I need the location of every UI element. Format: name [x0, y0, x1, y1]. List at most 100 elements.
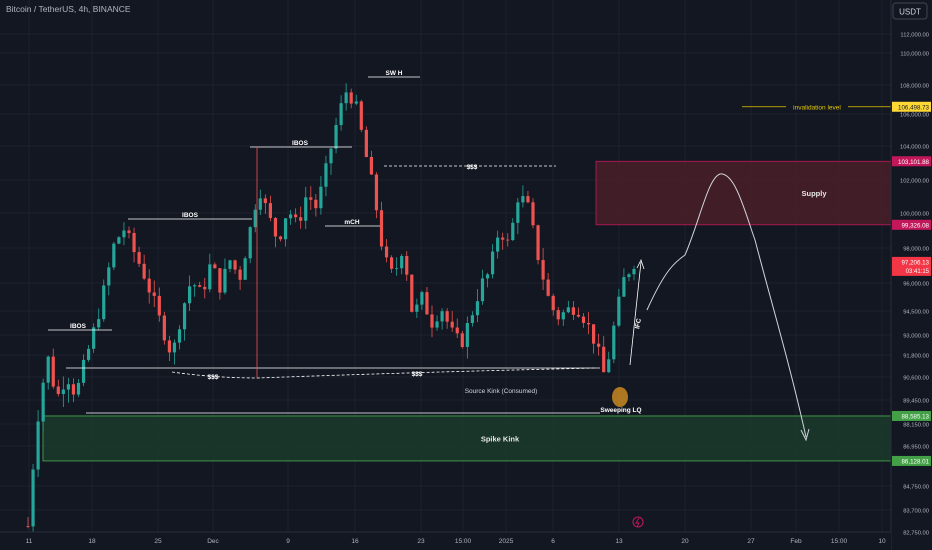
- candle-body: [304, 197, 308, 221]
- demand-zone: [42, 415, 892, 462]
- candle-body: [511, 222, 515, 241]
- candle-body: [586, 322, 591, 325]
- candle-body: [289, 214, 293, 219]
- price-badge-invalidation: [892, 101, 931, 112]
- candle-body: [263, 198, 267, 204]
- projection-arrowhead: [800, 428, 810, 442]
- candle-body: [56, 386, 60, 395]
- time-tick-label: 6: [551, 538, 555, 545]
- candle-body: [273, 217, 278, 237]
- candle-body: [314, 199, 318, 209]
- time-tick-label: 27: [747, 538, 755, 545]
- candle-body: [475, 301, 480, 316]
- liquidity-bottom-curve: [171, 367, 597, 379]
- price-badge-label: 86,128.01: [901, 458, 929, 465]
- zones: Supply Spike Kink: [42, 160, 892, 462]
- time-tick-label: 23: [417, 538, 425, 545]
- candle-body: [167, 340, 171, 353]
- time-tick-label: 18: [88, 538, 96, 545]
- price-tick-label: 83,700.00: [903, 509, 929, 515]
- candle-body: [622, 277, 626, 297]
- mch-label: mCH: [344, 219, 359, 226]
- time-tick-label: Dec: [207, 538, 219, 545]
- price-tick-label: 102,000.00: [900, 179, 929, 185]
- time-tick-label: 15:00: [455, 538, 472, 545]
- candle-body: [354, 101, 358, 104]
- price-badge-demand: [892, 455, 931, 466]
- candle-body: [127, 230, 131, 233]
- candle-body: [632, 268, 636, 275]
- candle-body: [122, 230, 126, 238]
- price-badge-label: 99,326.08: [901, 222, 929, 229]
- candle-body: [349, 92, 353, 104]
- drawings: [48, 76, 891, 528]
- price-tick-label: 96,000.00: [903, 282, 929, 288]
- candle-body: [152, 292, 156, 296]
- candle-body: [390, 257, 394, 269]
- price-axis[interactable]: 82,750.00 83,700.00 84,750.00 86,950.00 88,1…: [890, 0, 932, 550]
- candle-body: [142, 263, 146, 279]
- candle-body: [157, 295, 161, 316]
- time-axis[interactable]: 11 18 25 Dec 9 16 23 15:00 2025 6 13 20 27 Feb 15:00 10: [0, 531, 891, 550]
- supply-zone-label: Supply: [801, 189, 827, 198]
- candle-body: [339, 103, 343, 126]
- candle-body: [147, 278, 151, 293]
- price-badge-countdown: 03:41:15: [906, 269, 930, 275]
- time-tick-label: 20: [681, 538, 689, 545]
- candle-body: [374, 174, 379, 211]
- symbol-title: Bitcoin / TetherUS, 4h, BINANCE: [6, 4, 131, 14]
- price-tick-label: 100,000.00: [900, 212, 929, 218]
- price-tick-label: 98,000.00: [903, 247, 929, 253]
- invalidation-label-bg: [786, 101, 848, 112]
- candle-body: [521, 196, 525, 203]
- candle-body: [364, 129, 368, 158]
- candle-body: [344, 92, 348, 104]
- price-tick-label: 82,750.00: [903, 531, 929, 537]
- currency-badge[interactable]: USDT: [892, 2, 928, 20]
- candle-body: [612, 325, 616, 360]
- price-badge-label: 97,206.13: [901, 259, 929, 266]
- alert-icon[interactable]: [632, 516, 644, 528]
- candle-body: [112, 243, 116, 268]
- candle-body: [309, 197, 313, 200]
- price-badge-supply: [892, 156, 931, 167]
- price-badge-label: 88,585.13: [901, 413, 929, 420]
- price-tick-label: 104,000.00: [900, 145, 929, 151]
- candle-body: [162, 315, 166, 341]
- ifc-arrow: [629, 261, 642, 366]
- candle-body: [470, 315, 474, 324]
- candle-body: [359, 101, 363, 130]
- candle-body: [66, 384, 70, 390]
- candle-body: [526, 196, 530, 203]
- candle-body: [460, 333, 464, 347]
- candle-body: [617, 296, 621, 326]
- candle-body: [238, 269, 242, 280]
- candle-body: [566, 307, 570, 313]
- candle-body: [223, 268, 227, 293]
- price-badge-demand: [892, 410, 931, 421]
- candle-body: [496, 237, 500, 252]
- candle-body: [137, 252, 141, 264]
- candle-body: [384, 246, 389, 258]
- price-tick-label: 84,750.00: [903, 485, 929, 491]
- sweep-marker: [612, 387, 628, 407]
- candle-body: [501, 237, 505, 240]
- invalidation-label: invalidation level: [793, 104, 841, 111]
- candle-body: [26, 526, 30, 528]
- candle-body: [76, 382, 81, 395]
- candle-body: [506, 239, 510, 241]
- candle-body: [253, 209, 257, 228]
- ifc-arrowhead: [636, 258, 645, 270]
- price-badge-current: [892, 256, 931, 276]
- candle-body: [198, 285, 202, 287]
- annotation-labels: IBOS IBOS IBOS SW H mCH $$$ $$$ $$$ Source Kink …: [70, 70, 848, 414]
- candle-body: [627, 274, 631, 278]
- candle-body: [177, 329, 182, 343]
- candle-body: [324, 163, 328, 187]
- candle-body: [228, 260, 232, 269]
- candle-body: [92, 327, 96, 349]
- price-tick-label: 88,150.00: [903, 423, 929, 429]
- time-tick-label: 13: [615, 538, 623, 545]
